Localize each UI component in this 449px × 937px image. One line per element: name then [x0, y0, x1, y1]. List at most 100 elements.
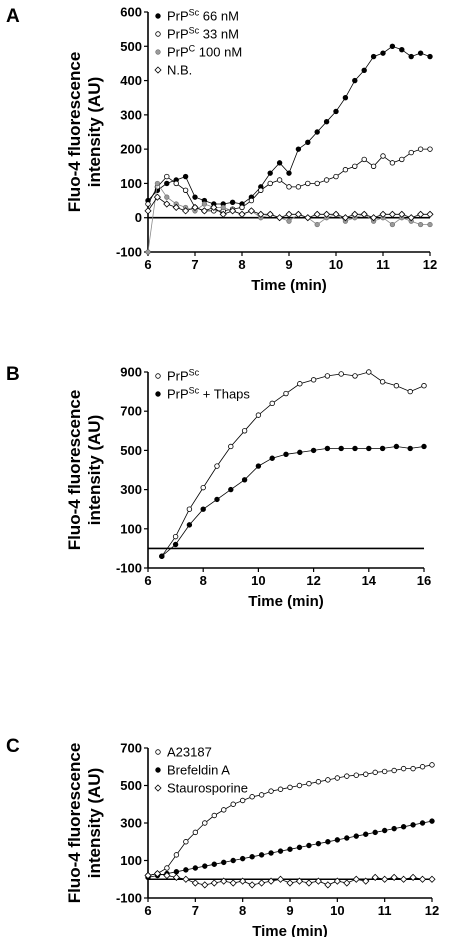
data-point: [305, 180, 311, 187]
data-point: [333, 108, 339, 115]
data-point: [191, 879, 199, 887]
x-tick-label: 9: [286, 903, 293, 918]
data-point: [418, 221, 424, 228]
data-point: [407, 214, 415, 222]
x-axis-label: Time (min): [248, 593, 324, 610]
data-point: [258, 879, 266, 887]
data-point: [410, 765, 416, 772]
data-point: [230, 801, 236, 807]
data-point: [228, 443, 234, 450]
x-tick-label: 9: [285, 257, 292, 272]
data-point: [163, 200, 171, 208]
data-point: [258, 792, 265, 798]
y-tick-label: 100: [120, 521, 142, 536]
data-point: [352, 445, 358, 452]
data-point: [248, 197, 255, 204]
data-point: [352, 163, 358, 169]
data-point: [388, 210, 396, 218]
data-point: [417, 210, 425, 218]
data-point: [183, 839, 189, 845]
data-point: [297, 381, 303, 387]
data-point: [379, 210, 387, 218]
x-axis-label: Time (min): [252, 923, 328, 937]
data-point: [408, 149, 414, 156]
y-tick-label: 500: [120, 443, 142, 458]
data-point: [159, 553, 165, 559]
data-point: [144, 207, 152, 215]
legend: PrPSc 66 nM PrPSc 33 nM PrPC 100 nM N.B.: [154, 8, 242, 78]
data-point: [418, 875, 427, 883]
data-point: [277, 786, 284, 792]
data-point: [220, 204, 226, 211]
data-point: [258, 187, 264, 193]
data-point: [276, 214, 284, 222]
data-point: [230, 857, 236, 864]
data-point: [202, 863, 208, 869]
data-point: [248, 881, 256, 889]
legend-marker: [155, 767, 161, 773]
data-point: [239, 204, 245, 211]
y-tick-label: 200: [120, 142, 142, 157]
chart-panel-c: C -100 100 300 500 700 6 7 8 9 10 11 12 Time (min) Flu…: [6, 736, 439, 937]
data-point: [370, 214, 378, 222]
data-point: [381, 875, 389, 883]
data-point: [323, 210, 331, 218]
y-tick-label: 100: [120, 176, 142, 191]
data-point: [267, 180, 273, 187]
data-point: [360, 210, 368, 218]
data-point: [310, 377, 317, 383]
data-point: [276, 160, 283, 166]
data-point: [352, 373, 358, 379]
x-tick-label: 11: [378, 903, 392, 918]
data-point: [366, 369, 372, 375]
data-point: [353, 833, 359, 839]
legend-entry: PrPSc 33 nM: [167, 26, 239, 42]
data-point: [269, 455, 275, 461]
data-point: [172, 203, 180, 211]
y-tick-label: 700: [120, 741, 142, 756]
data-point: [192, 865, 199, 871]
data-point: [429, 762, 435, 768]
legend-marker: [155, 373, 161, 379]
data-point: [153, 193, 161, 201]
chart-panel-b: B -100 100 300 500 700 900 6 8 10 12 14 16 Time (min)…: [6, 364, 431, 610]
series-1: [159, 443, 427, 559]
legend-entry: PrPC 100 nM: [167, 44, 242, 60]
data-point: [389, 160, 396, 166]
data-point: [255, 412, 262, 418]
data-point: [400, 824, 407, 830]
data-point: [370, 163, 377, 169]
data-point: [200, 506, 206, 512]
data-point: [342, 95, 349, 101]
data-point: [173, 852, 180, 858]
data-point: [172, 873, 180, 881]
data-point: [427, 146, 433, 152]
data-point: [164, 865, 170, 871]
data-point: [296, 844, 303, 851]
x-tick-label: 10: [251, 573, 265, 588]
y-tick-label: 700: [120, 404, 142, 419]
data-point: [144, 871, 152, 880]
x-tick-label: 12: [306, 573, 320, 588]
chart-panel-a: A -100 0 100 200 300 400 500 600 6 7 8 9 10 11 12 Time (…: [6, 5, 437, 295]
data-point: [285, 210, 293, 218]
data-point: [172, 533, 179, 540]
y-tick-label: 500: [120, 39, 142, 54]
x-tick-label: 11: [376, 257, 390, 272]
x-tick-label: 6: [144, 257, 151, 272]
legend-marker: [155, 391, 161, 397]
data-point: [214, 496, 220, 503]
data-point: [334, 837, 341, 843]
data-point: [338, 371, 344, 377]
x-tick-label: 12: [425, 903, 439, 918]
data-point: [220, 877, 228, 885]
x-tick-label: 8: [200, 573, 207, 588]
data-point: [210, 879, 218, 887]
x-axis-label: Time (min): [251, 277, 327, 294]
data-point: [186, 522, 193, 528]
data-point: [295, 146, 302, 152]
data-point: [305, 139, 311, 145]
data-point: [145, 249, 151, 255]
data-point: [361, 156, 367, 163]
data-point: [323, 177, 330, 183]
